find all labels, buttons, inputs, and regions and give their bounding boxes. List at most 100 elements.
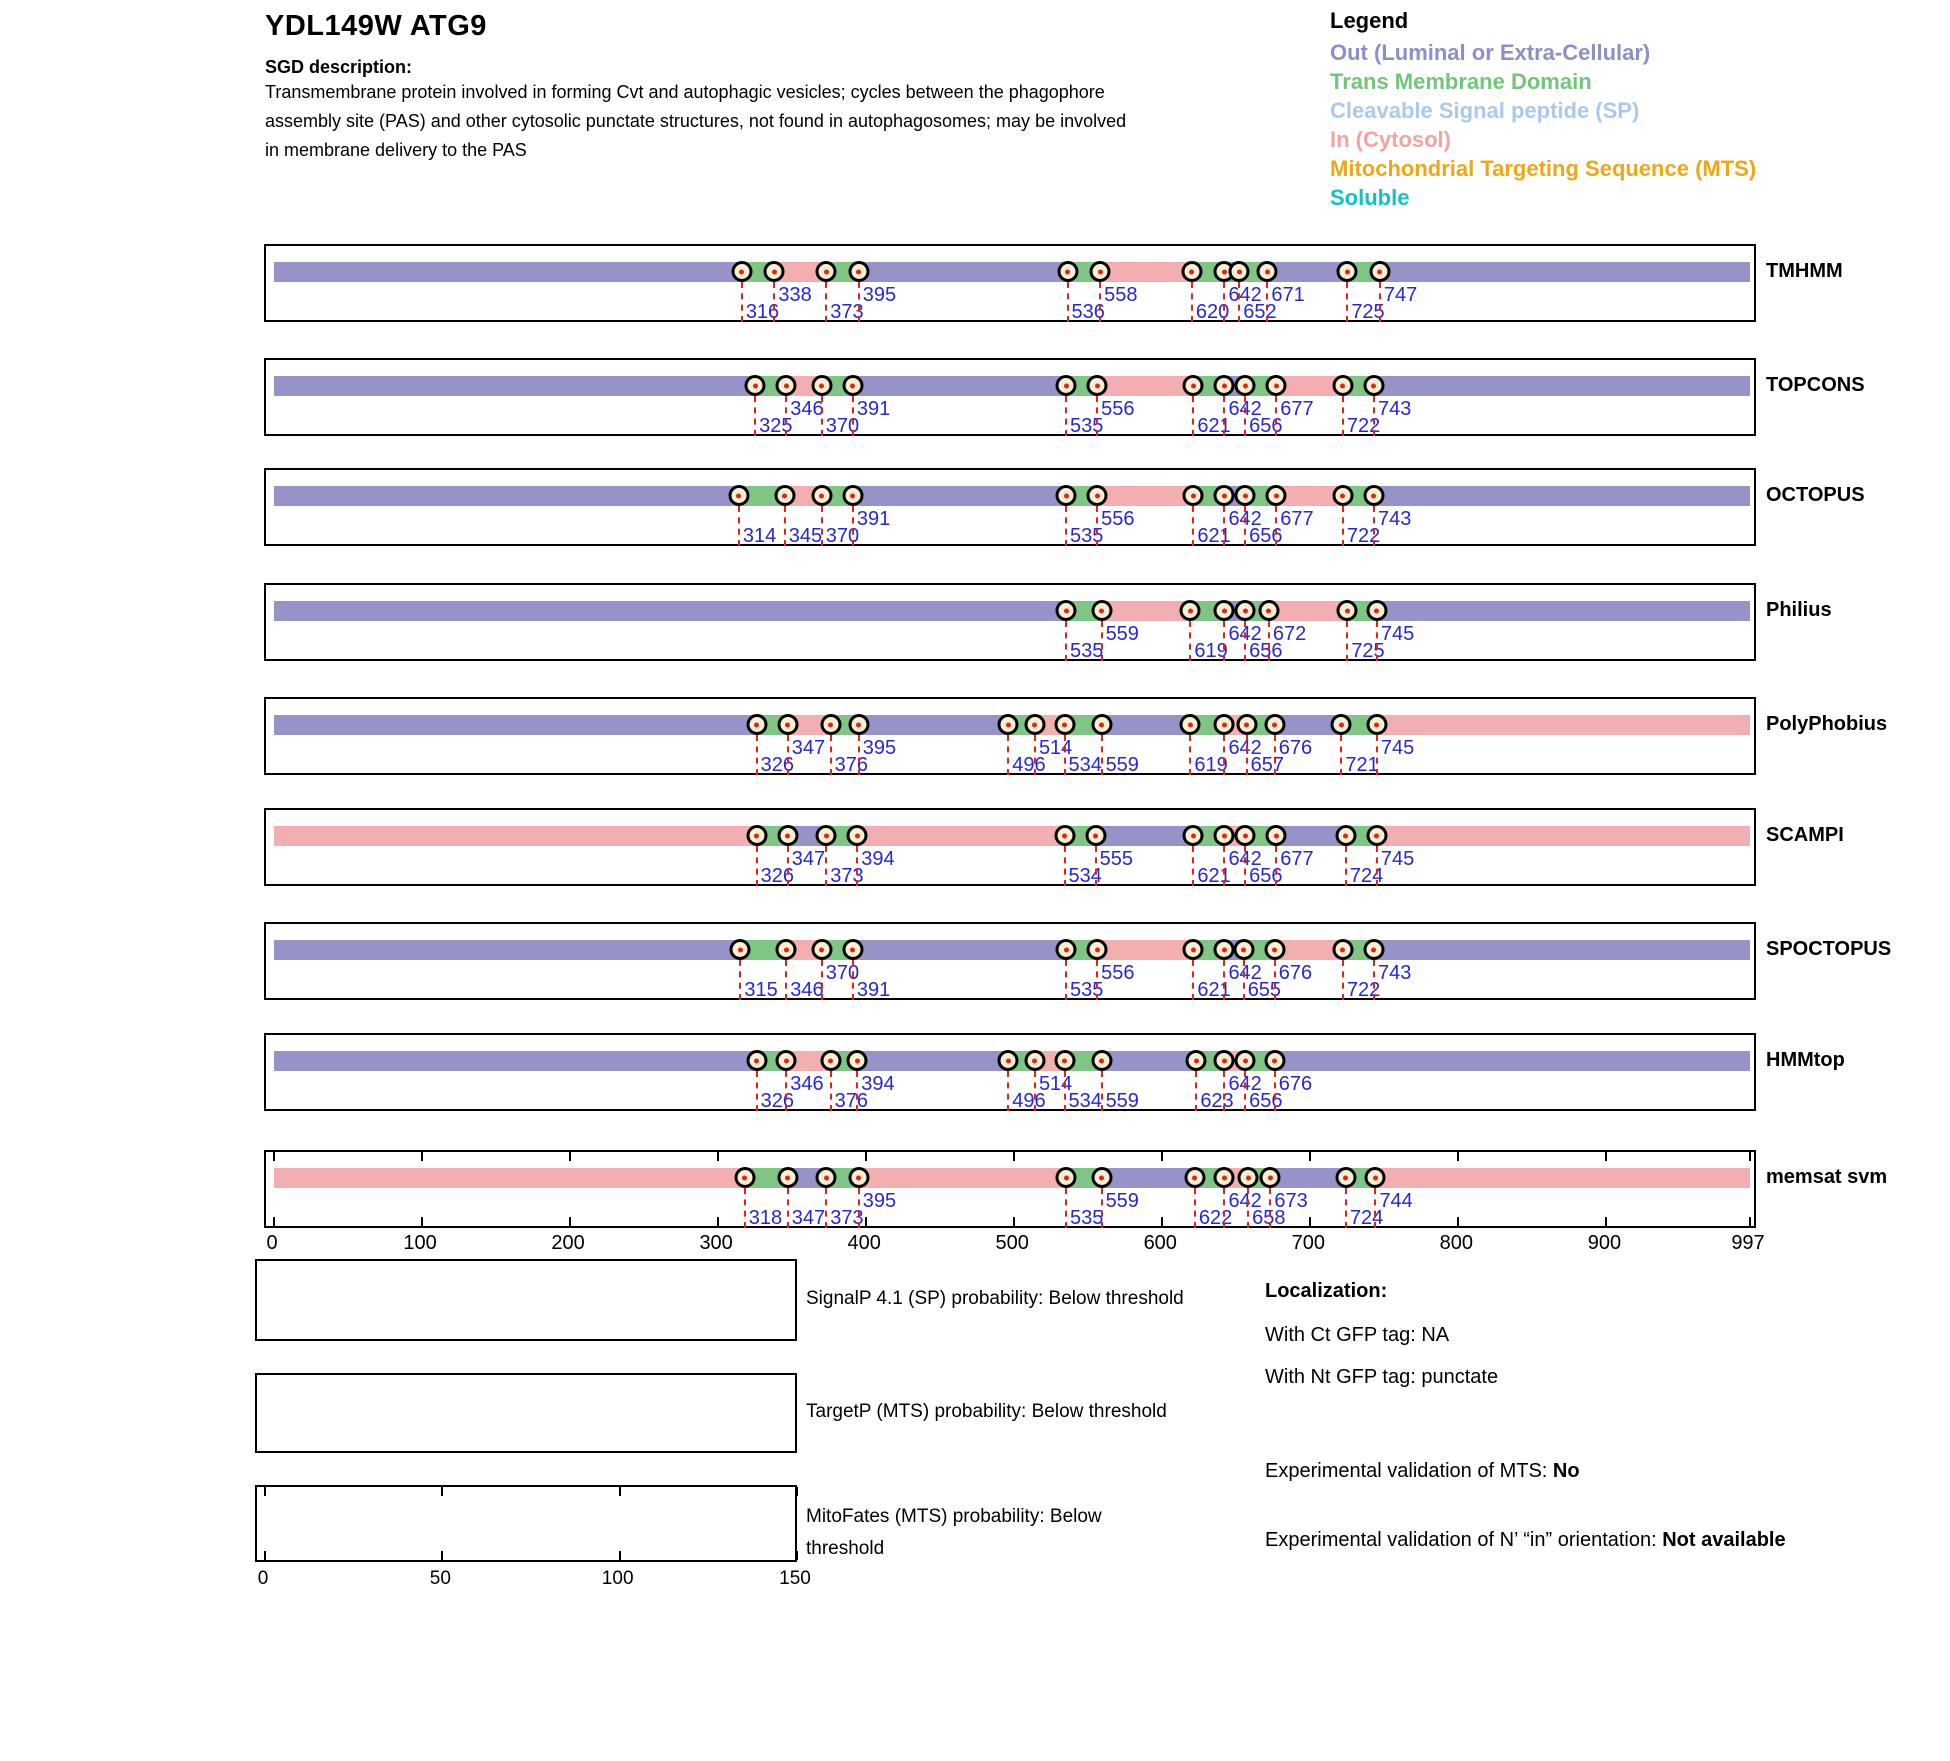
boundary-position-label: 347: [791, 848, 826, 870]
segment-out: [1274, 715, 1342, 735]
sgd-description-line: assembly site (PAS) and other cytosolic …: [265, 111, 1127, 131]
boundary-position-label: 743: [1377, 962, 1412, 984]
axis-tick-label: 0: [266, 1232, 278, 1254]
boundary-position-label: 373: [830, 1207, 864, 1229]
boundary-marker: [1182, 375, 1204, 396]
boundary-position-label: 345: [788, 525, 823, 547]
boundary-marker: [1213, 825, 1235, 846]
boundary-dash-line: [1099, 282, 1102, 322]
boundary-dash-line: [1100, 735, 1103, 775]
boundary-position-label: 743: [1377, 398, 1412, 420]
track-name-SPOCTOPUS: SPOCTOPUS: [1766, 938, 1892, 960]
boundary-marker-dot: [742, 1175, 748, 1180]
boundary-marker: [734, 1167, 756, 1188]
boundary-position-label: 745: [1380, 737, 1415, 759]
boundary-marker: [1236, 714, 1258, 735]
boundary-position-label: 745: [1380, 623, 1415, 645]
axis-tick: [1605, 1217, 1608, 1226]
boundary-dash-line: [1190, 282, 1193, 322]
boundary-position-label: 376: [834, 1090, 869, 1112]
axis-tick: [441, 1551, 444, 1560]
boundary-marker: [1091, 714, 1113, 735]
boundary-position-label: 621: [1197, 979, 1231, 1001]
axis-tick: [421, 1152, 424, 1161]
boundary-dash-line: [1189, 735, 1192, 775]
boundary-position-label: 559: [1105, 1090, 1139, 1112]
boundary-marker-dot: [1094, 947, 1100, 952]
boundary-dash-line: [825, 282, 828, 322]
boundary-marker: [1234, 825, 1256, 846]
axis-tick-label: 0: [257, 1568, 269, 1589]
segment-in: [1276, 376, 1343, 396]
axis-tick: [796, 1551, 798, 1560]
boundary-dash-line: [1223, 1188, 1226, 1228]
boundary-dash-line: [1223, 282, 1226, 322]
probability-plot-label: TargetP (MTS) probability: Below thresho…: [806, 1401, 1167, 1422]
segment-in: [1097, 486, 1194, 506]
boundary-position-label: 391: [856, 979, 891, 1001]
boundary-dash-line: [857, 1188, 860, 1228]
boundary-dash-line: [1007, 1071, 1010, 1111]
boundary-marker-dot: [1187, 608, 1193, 613]
segment-out: [274, 486, 739, 506]
boundary-marker-dot: [1371, 947, 1377, 952]
boundary-marker: [1182, 825, 1204, 846]
segment-out: [1101, 715, 1191, 735]
boundary-dash-line: [1266, 282, 1269, 322]
boundary-marker-dot: [1371, 383, 1377, 388]
boundary-marker: [1366, 600, 1388, 621]
segment-out: [274, 262, 742, 282]
axis-tick-label: 300: [699, 1232, 733, 1254]
boundary-dash-line: [1065, 1188, 1068, 1228]
boundary-marker: [815, 1167, 837, 1188]
boundary-position-label: 536: [1071, 301, 1105, 323]
boundary-position-label: 656: [1249, 525, 1283, 547]
boundary-dash-line: [1192, 506, 1195, 546]
boundary-marker-dot: [1372, 1175, 1378, 1180]
boundary-position-label: 373: [830, 865, 864, 887]
probability-plot-box-1: [255, 1259, 797, 1341]
boundary-marker: [1335, 1167, 1357, 1188]
boundary-marker-dot: [850, 493, 856, 498]
boundary-marker-dot: [1221, 833, 1227, 838]
boundary-marker: [1264, 939, 1286, 960]
localization-ct-gfp: With Ct GFP tag: NA: [1265, 1324, 1450, 1346]
boundary-dash-line: [1372, 506, 1375, 546]
boundary-marker-dot: [823, 1175, 829, 1180]
boundary-marker-dot: [1344, 608, 1350, 613]
boundary-marker: [1237, 1167, 1259, 1188]
segment-in: [857, 826, 1065, 846]
boundary-position-label: 535: [1070, 640, 1104, 662]
boundary-marker-dot: [1267, 1175, 1273, 1180]
boundary-position-label: 535: [1070, 1207, 1104, 1229]
boundary-marker-dot: [754, 722, 760, 727]
boundary-dash-line: [1344, 846, 1347, 886]
boundary-marker: [1055, 939, 1077, 960]
track-name-TOPCONS: TOPCONS: [1766, 374, 1865, 396]
axis-tick-label: 200: [551, 1232, 585, 1254]
axis-tick: [441, 1487, 444, 1496]
boundary-dash-line: [1033, 735, 1036, 775]
boundary-marker-dot: [828, 1058, 834, 1063]
track-box-OCTOPUS: 314 345 370 391 535 556 621 642 656 677 722 743: [264, 468, 1756, 547]
boundary-dash-line: [1341, 960, 1344, 1000]
boundary-position-label: 391: [856, 508, 891, 530]
axis-tick-label: 50: [429, 1568, 451, 1589]
probability-plot-label: MitoFates (MTS) probability: Below: [806, 1506, 1102, 1527]
boundary-marker: [1089, 261, 1111, 282]
boundary-marker: [1213, 714, 1235, 735]
segment-out: [858, 715, 1009, 735]
boundary-position-label: 395: [862, 737, 897, 759]
boundary-marker-dot: [1374, 722, 1380, 727]
legend-title: Legend: [1330, 8, 1409, 33]
boundary-dash-line: [820, 506, 823, 546]
boundary-marker: [815, 261, 837, 282]
boundary-position-label: 621: [1197, 415, 1231, 437]
boundary-marker-dot: [1190, 493, 1196, 498]
boundary-position-label: 744: [1379, 1190, 1413, 1212]
boundary-dash-line: [743, 1188, 746, 1228]
segment-in: [774, 262, 827, 282]
boundary-marker-dot: [854, 833, 860, 838]
boundary-dash-line: [1063, 735, 1066, 775]
segment-in: [1276, 486, 1343, 506]
